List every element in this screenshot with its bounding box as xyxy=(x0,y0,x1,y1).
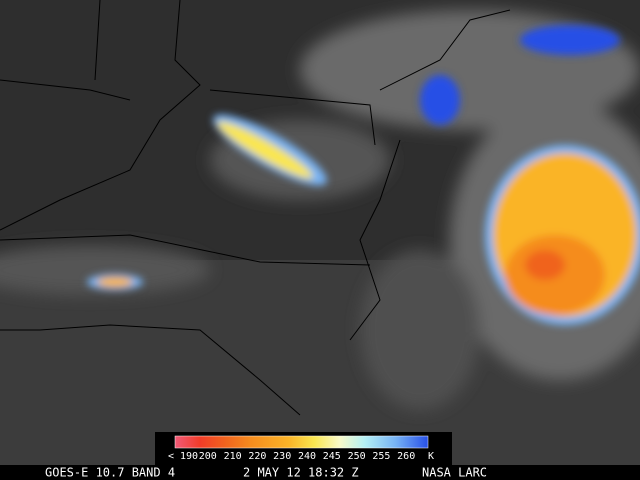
colorbar-label: 240 xyxy=(298,451,316,462)
borders xyxy=(0,0,511,416)
colorbar-label: 230 xyxy=(273,451,291,462)
colorbar-label: K xyxy=(428,451,434,462)
colorbar-label: 210 xyxy=(224,451,242,462)
colorbar-label: 245 xyxy=(323,451,341,462)
imagery xyxy=(0,0,640,465)
colorbar-label: 220 xyxy=(248,451,266,462)
colorbar-label: < 190 xyxy=(168,451,198,462)
colorbar-label: 260 xyxy=(397,451,415,462)
colorbar: < 190 200 210 220 230 240 245 250 255 260 K xyxy=(155,432,452,465)
colorbar-label: 250 xyxy=(348,451,366,462)
footer-bar xyxy=(0,465,640,480)
colorbar-label: 255 xyxy=(372,451,390,462)
time-label: 2 MAY 12 18:32 Z xyxy=(243,466,359,480)
sensor-label: GOES-E 10.7 BAND 4 xyxy=(45,466,175,480)
colorbar-label: 200 xyxy=(199,451,217,462)
source-label: NASA LARC xyxy=(422,466,487,480)
